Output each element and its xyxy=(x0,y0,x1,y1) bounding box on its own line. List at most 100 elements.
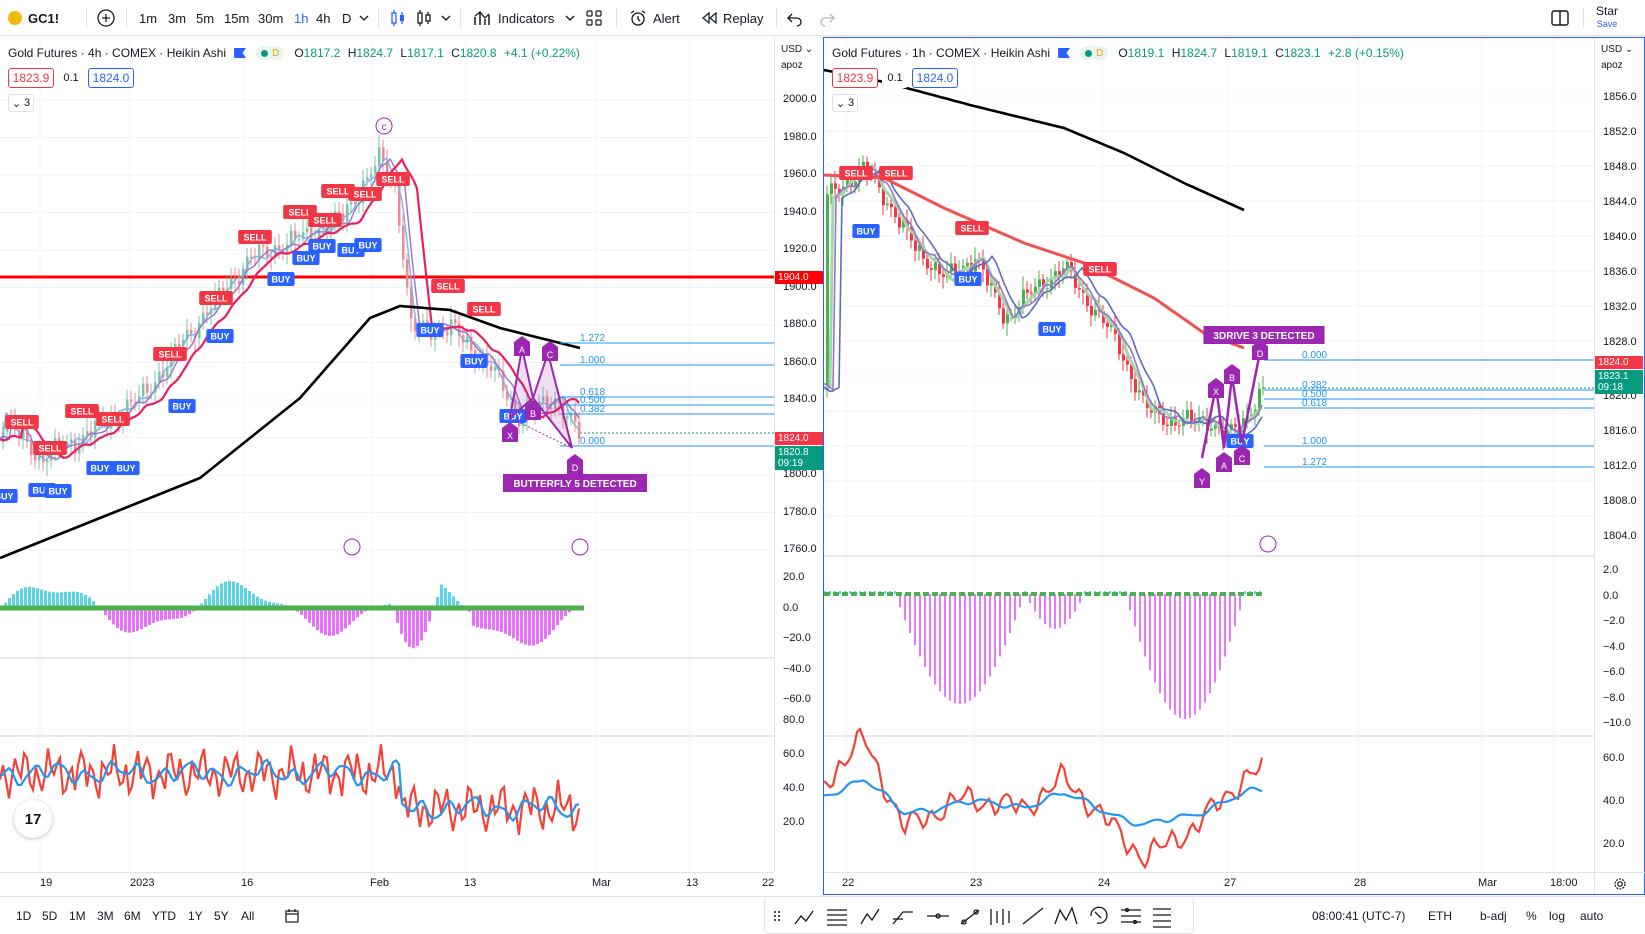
timeframe-dropdown[interactable] xyxy=(359,0,369,36)
chart-settings-button[interactable] xyxy=(1594,872,1645,894)
left-time-axis[interactable]: 19 2023 16 Feb 13 Mar 13 22 xyxy=(0,872,774,894)
left-chart-canvas[interactable]: SELLSELLSELLSELLSELLSELLSELLSELLSELLSELL… xyxy=(0,38,774,872)
sell-price-button[interactable]: 1823.9 xyxy=(832,68,878,88)
candle-body xyxy=(1078,287,1081,290)
timeframe-15m[interactable]: 15m xyxy=(224,0,249,36)
range-1m[interactable]: 1M xyxy=(69,909,86,923)
candle-body xyxy=(82,435,85,445)
histogram-bar xyxy=(496,608,499,631)
currency-selector[interactable]: USD ⌄ xyxy=(1601,44,1634,55)
histogram-bar xyxy=(48,591,51,608)
buy-price-button[interactable]: 1824.0 xyxy=(88,68,134,88)
rsi-signal-line xyxy=(0,758,580,823)
undo-button[interactable] xyxy=(786,0,804,36)
rewind-icon xyxy=(702,11,717,25)
left-chart-pane[interactable]: SELL SELL SELL SELL SELL SELL SELL SELL SELL SELL… xyxy=(0,38,774,872)
oscillator-axis-label: 0.0 xyxy=(1603,589,1619,602)
histogram-bar xyxy=(472,608,475,626)
candle-body xyxy=(1170,417,1173,426)
alert-button[interactable]: Alert xyxy=(628,0,680,36)
data-status-pill[interactable]: D xyxy=(256,46,285,60)
candle-body xyxy=(78,444,81,454)
candle-body xyxy=(350,202,353,205)
compare-add-button[interactable] xyxy=(96,0,116,36)
chart-type-button[interactable] xyxy=(414,0,434,36)
clock[interactable]: 08:00:41 (UTC-7) xyxy=(1312,909,1406,923)
pattern-point xyxy=(525,400,541,420)
range-6m[interactable]: 6M xyxy=(124,909,141,923)
right-price-axis[interactable]: USD ⌄ apoz 1856.0 1852.0 1848.0 1844.0 1840.… xyxy=(1594,38,1645,872)
candle-body xyxy=(942,274,945,277)
indicators-button[interactable]: Indicators xyxy=(472,0,554,36)
star-save-button[interactable]: Star Save xyxy=(1596,0,1618,36)
replay-label: Replay xyxy=(723,10,764,26)
wave-label: c xyxy=(382,122,387,133)
currency-selector[interactable]: USD ⌄ xyxy=(781,44,814,55)
histogram-bar xyxy=(24,587,27,608)
pattern-point-label: X xyxy=(507,431,513,441)
pattern-point-label: A xyxy=(519,345,525,355)
indicator-collapse-button[interactable]: ⌄ 3 xyxy=(8,94,34,112)
histogram-bar xyxy=(300,608,303,615)
timeframe-1h[interactable]: 1h xyxy=(294,0,308,36)
scale-mode[interactable]: apoz xyxy=(1601,60,1623,71)
templates-button[interactable] xyxy=(585,0,603,36)
indicator-collapse-button[interactable]: ⌄ 3 xyxy=(832,94,858,112)
chart-type-dropdown[interactable] xyxy=(441,0,451,36)
timeframe-3m[interactable]: 3m xyxy=(168,0,186,36)
ema-mid xyxy=(824,168,1263,441)
range-1y[interactable]: 1Y xyxy=(188,909,203,923)
candle-body xyxy=(1002,308,1005,324)
right-chart-pane[interactable]: SELL SELL SELL SELL BUY BUY BUY BUY 0.000 0.382 0.… xyxy=(824,38,1594,872)
percent-toggle[interactable]: % xyxy=(1526,909,1537,923)
right-time-axis[interactable]: 22 23 24 27 28 Mar 18:00 xyxy=(824,872,1594,894)
timeframe-1m[interactable]: 1m xyxy=(139,0,157,36)
redo-button[interactable] xyxy=(818,0,836,36)
buy-signal-label: BUY xyxy=(856,227,875,237)
timeframe-4h[interactable]: 4h xyxy=(316,0,330,36)
timeframe-5m[interactable]: 5m xyxy=(196,0,214,36)
symbol-search[interactable]: GC1! xyxy=(8,0,59,36)
timeframe-d[interactable]: D xyxy=(342,0,351,36)
data-status-pill[interactable]: D xyxy=(1080,46,1109,60)
candle-body xyxy=(1122,354,1125,361)
histogram-bar xyxy=(184,608,187,617)
time-label: 23 xyxy=(970,877,983,889)
candle-body xyxy=(1186,409,1189,419)
candle-body xyxy=(354,202,357,204)
auto-toggle[interactable]: auto xyxy=(1580,909,1604,923)
buy-price-button[interactable]: 1824.0 xyxy=(912,68,958,88)
histogram-bar xyxy=(440,584,443,608)
scale-mode[interactable]: apoz xyxy=(781,60,803,71)
right-chart-canvas[interactable]: SELL SELLSELLSELLBUYBUYBUYBUY0.0000.3820.… xyxy=(824,38,1594,872)
bar-style-button[interactable] xyxy=(388,0,408,36)
layout-button[interactable] xyxy=(1550,0,1570,36)
sma-200 xyxy=(0,304,581,560)
range-5y[interactable]: 5Y xyxy=(214,909,229,923)
range-ytd[interactable]: YTD xyxy=(152,909,176,923)
range-1d[interactable]: 1D xyxy=(16,909,32,923)
histogram-bar xyxy=(508,608,511,636)
histogram-bar xyxy=(492,608,495,630)
sell-price-button[interactable]: 1823.9 xyxy=(8,68,54,88)
flag-icon[interactable] xyxy=(1058,48,1071,58)
buy-signal-label: BUY xyxy=(32,486,51,496)
time-label: Mar xyxy=(592,877,611,889)
candle-body xyxy=(34,455,37,461)
range-all[interactable]: All xyxy=(241,909,255,923)
go-to-date-button[interactable] xyxy=(284,897,300,934)
sell-signal-label: SELL xyxy=(288,208,312,218)
indicators-dropdown[interactable] xyxy=(565,0,575,36)
range-5d[interactable]: 5D xyxy=(42,909,58,923)
histogram-bar xyxy=(168,608,171,620)
tradingview-logo[interactable]: 17 xyxy=(14,800,52,838)
histogram-bar xyxy=(1254,591,1256,594)
b-adj-toggle[interactable]: b-adj xyxy=(1480,909,1507,923)
range-3m[interactable]: 3M xyxy=(97,909,114,923)
flag-icon[interactable] xyxy=(234,48,247,58)
log-toggle[interactable]: log xyxy=(1549,909,1566,923)
session-button[interactable]: ETH xyxy=(1428,909,1452,923)
replay-button[interactable]: Replay xyxy=(700,0,763,36)
timeframe-30m[interactable]: 30m xyxy=(258,0,283,36)
left-price-axis[interactable]: USD ⌄ apoz 2000.0 1980.0 1960.0 1940.0 1920.… xyxy=(774,38,824,872)
